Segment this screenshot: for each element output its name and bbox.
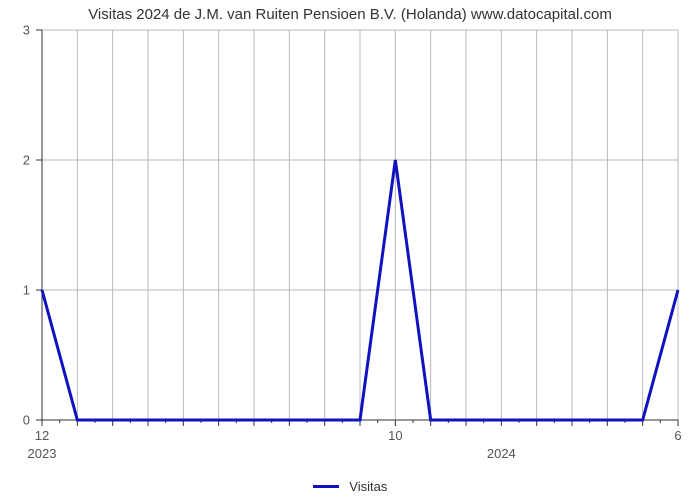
chart-title: Visitas 2024 de J.M. van Ruiten Pensioen… <box>0 6 700 23</box>
x-year-label: 2024 <box>487 446 516 461</box>
x-year-label: 2023 <box>28 446 57 461</box>
y-tick-label: 1 <box>0 283 30 298</box>
chart-wrapper: Visitas 2024 de J.M. van Ruiten Pensioen… <box>0 0 700 500</box>
legend-swatch <box>313 485 339 488</box>
y-tick-label: 3 <box>0 23 30 38</box>
legend: Visitas <box>0 478 700 494</box>
x-major-label: 10 <box>388 428 402 443</box>
legend-text: Visitas <box>349 479 387 494</box>
y-tick-label: 2 <box>0 153 30 168</box>
x-major-label: 12 <box>35 428 49 443</box>
x-major-label: 6 <box>674 428 681 443</box>
plot-area <box>42 30 678 420</box>
y-tick-label: 0 <box>0 413 30 428</box>
